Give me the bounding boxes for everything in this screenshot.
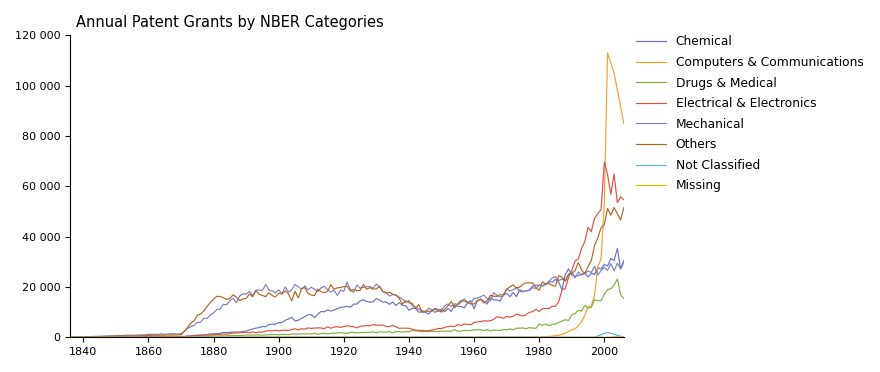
Computers & Communications <box>65 335 76 340</box>
Text: Annual Patent Grants by NBER Categories: Annual Patent Grants by NBER Categories <box>76 15 384 30</box>
Drugs & Medical <box>612 277 623 281</box>
Computers & Communications <box>391 335 401 340</box>
Mechanical <box>534 283 545 288</box>
Electrical & Electronics <box>452 322 463 327</box>
Drugs & Medical <box>166 334 177 339</box>
Not Classified <box>391 335 401 340</box>
Missing <box>619 334 629 339</box>
Computers & Communications <box>410 335 421 340</box>
Not Classified <box>410 335 421 340</box>
Missing <box>452 335 463 340</box>
Chemical <box>452 304 463 308</box>
Not Classified <box>166 335 177 340</box>
Computers & Communications <box>602 51 612 55</box>
Not Classified <box>602 330 612 334</box>
Chemical <box>410 306 421 310</box>
Missing <box>65 335 76 340</box>
Missing <box>166 335 177 340</box>
Computers & Communications <box>619 121 629 126</box>
Electrical & Electronics <box>410 328 421 332</box>
Not Classified <box>534 335 545 340</box>
Chemical <box>166 334 177 339</box>
Others <box>65 335 76 340</box>
Computers & Communications <box>166 335 177 340</box>
Others <box>534 288 545 292</box>
Electrical & Electronics <box>65 335 76 340</box>
Mechanical <box>391 293 401 298</box>
Electrical & Electronics <box>166 334 177 339</box>
Mechanical <box>166 331 177 336</box>
Mechanical <box>65 335 76 340</box>
Electrical & Electronics <box>534 310 545 314</box>
Line: Drugs & Medical: Drugs & Medical <box>70 279 624 337</box>
Missing <box>410 335 421 340</box>
Line: Mechanical: Mechanical <box>70 263 624 337</box>
Missing <box>609 334 620 339</box>
Line: Computers & Communications: Computers & Communications <box>70 53 624 337</box>
Electrical & Electronics <box>560 286 570 291</box>
Electrical & Electronics <box>599 160 610 164</box>
Others <box>452 302 463 306</box>
Line: Not Classified: Not Classified <box>70 332 624 337</box>
Drugs & Medical <box>619 296 629 301</box>
Line: Others: Others <box>70 208 624 337</box>
Chemical <box>612 246 623 250</box>
Chemical <box>560 272 570 277</box>
Drugs & Medical <box>560 317 570 322</box>
Others <box>560 279 570 283</box>
Electrical & Electronics <box>619 198 629 202</box>
Mechanical <box>560 279 570 283</box>
Chemical <box>534 283 545 287</box>
Others <box>166 333 177 337</box>
Not Classified <box>619 335 629 340</box>
Computers & Communications <box>560 331 570 336</box>
Mechanical <box>619 260 629 265</box>
Not Classified <box>65 335 76 340</box>
Others <box>609 205 620 210</box>
Legend: Chemical, Computers & Communications, Drugs & Medical, Electrical & Electronics,: Chemical, Computers & Communications, Dr… <box>635 35 863 192</box>
Chemical <box>391 303 401 308</box>
Line: Chemical: Chemical <box>70 248 624 337</box>
Chemical <box>619 258 629 263</box>
Electrical & Electronics <box>391 324 401 329</box>
Chemical <box>65 335 76 340</box>
Others <box>410 307 421 311</box>
Drugs & Medical <box>534 322 545 326</box>
Missing <box>391 335 401 340</box>
Mechanical <box>452 302 463 307</box>
Drugs & Medical <box>391 329 401 334</box>
Others <box>391 293 401 297</box>
Not Classified <box>560 335 570 340</box>
Mechanical <box>410 305 421 309</box>
Not Classified <box>452 335 463 340</box>
Missing <box>534 335 545 340</box>
Computers & Communications <box>534 335 545 340</box>
Computers & Communications <box>452 335 463 340</box>
Line: Electrical & Electronics: Electrical & Electronics <box>70 162 624 337</box>
Others <box>619 205 629 210</box>
Missing <box>560 335 570 340</box>
Drugs & Medical <box>65 335 76 340</box>
Drugs & Medical <box>410 328 421 333</box>
Drugs & Medical <box>452 329 463 334</box>
